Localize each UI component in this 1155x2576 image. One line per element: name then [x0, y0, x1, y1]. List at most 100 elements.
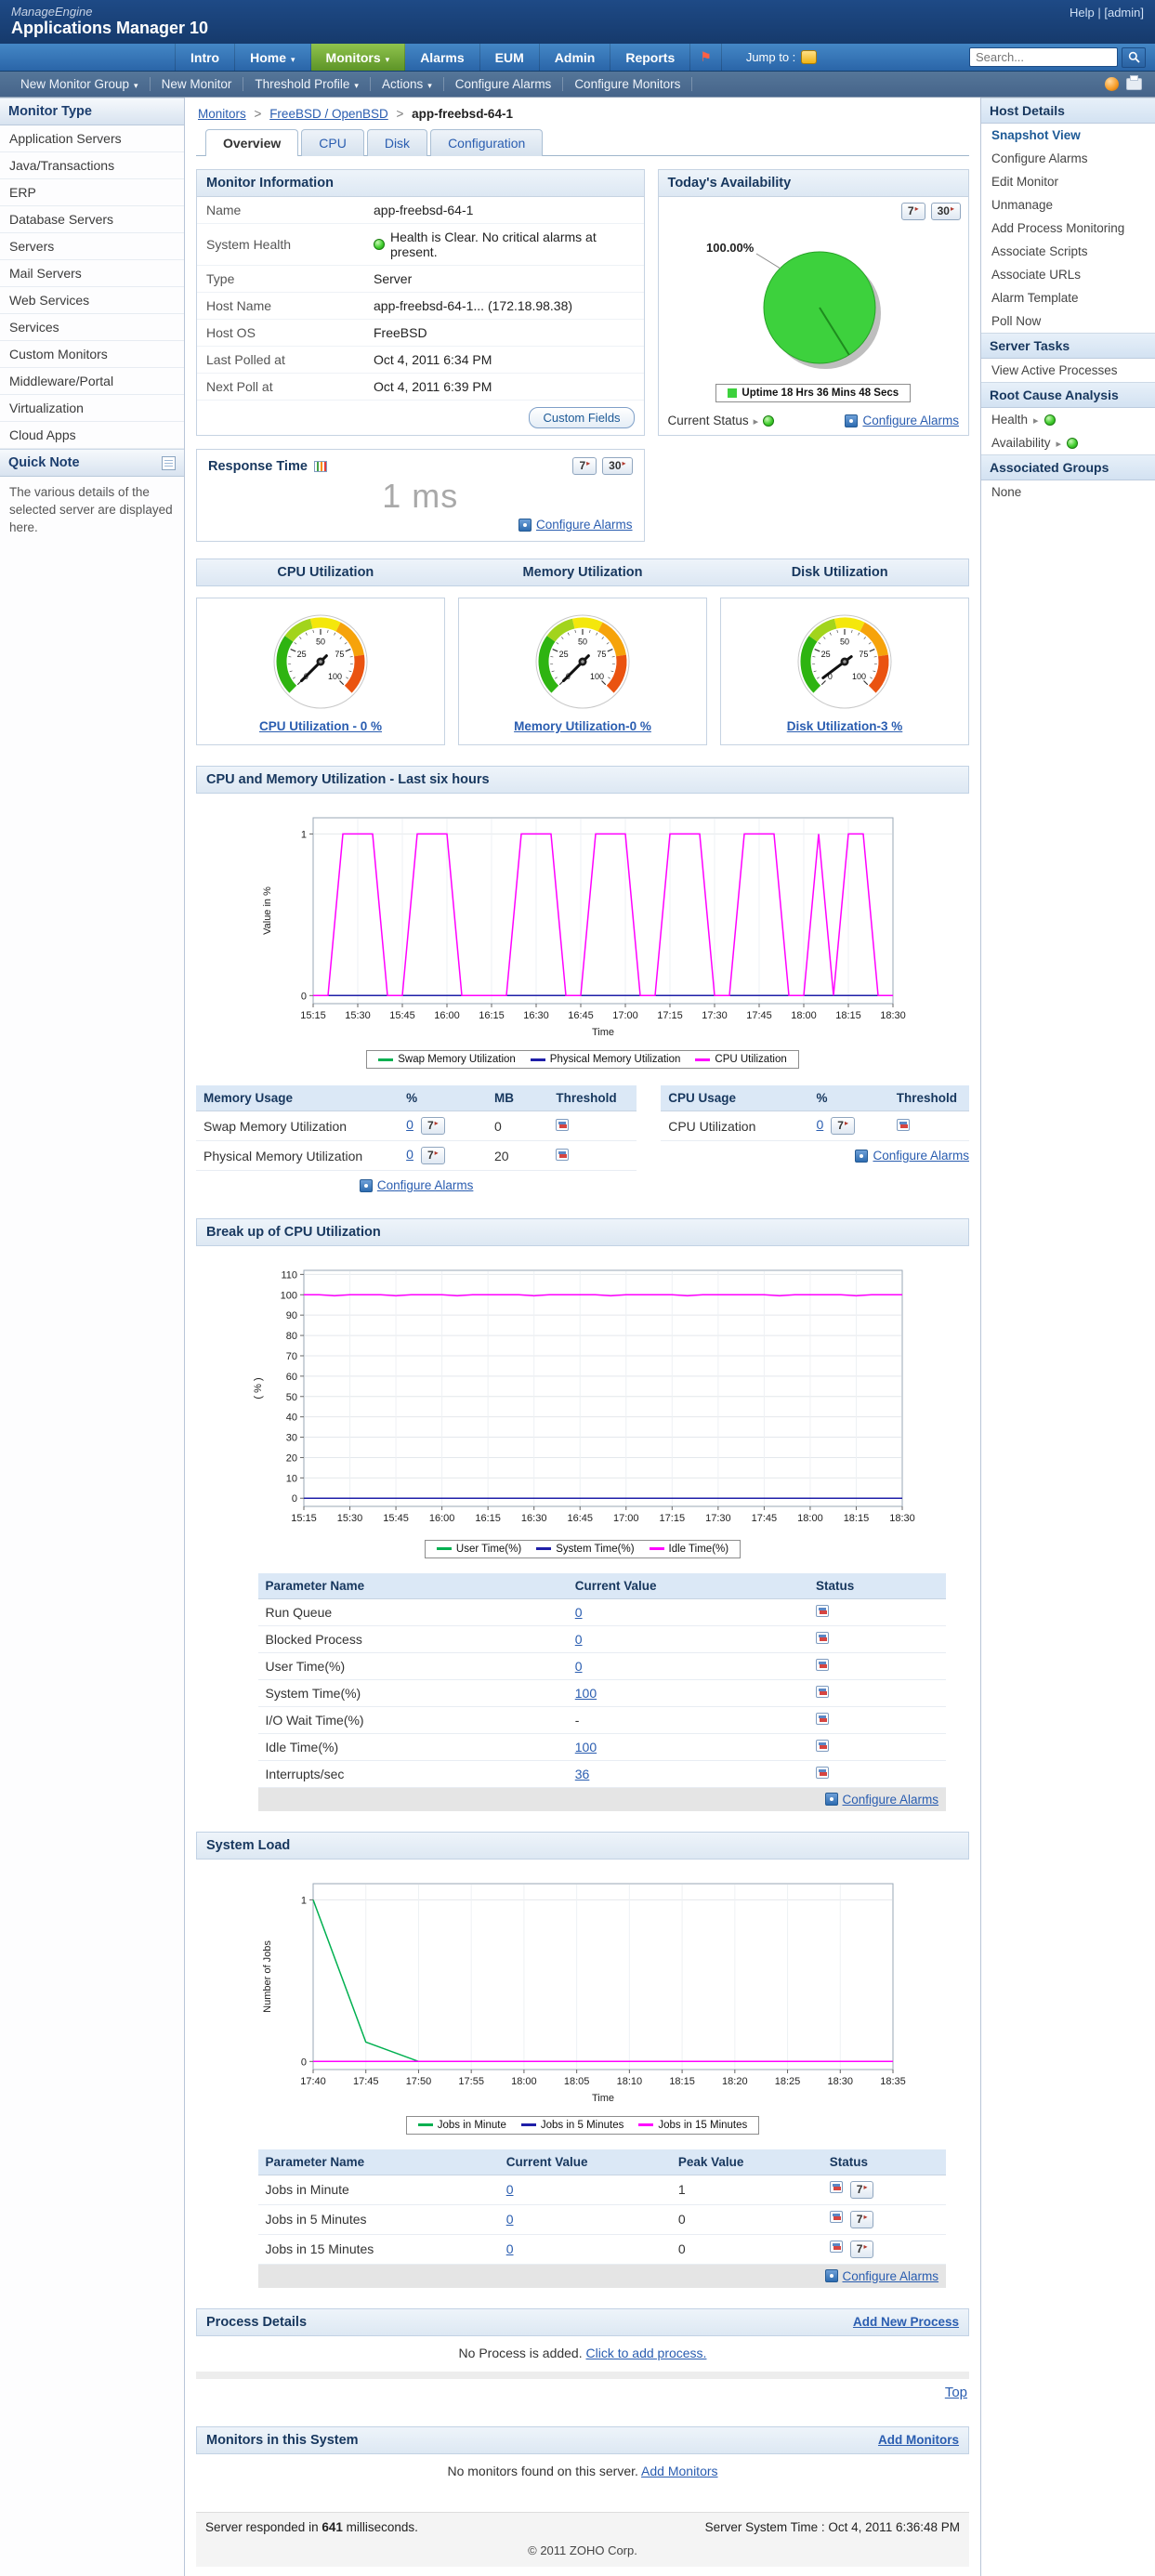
threshold-icon[interactable] — [830, 2181, 843, 2193]
nav-tab-eum[interactable]: EUM — [480, 44, 540, 71]
add-new-process-link[interactable]: Add New Process — [853, 2315, 959, 2329]
jump-to-icon[interactable] — [801, 50, 817, 64]
param-value-link[interactable]: 0 — [575, 1605, 583, 1620]
jobs-value-link[interactable]: 0 — [506, 2182, 514, 2197]
cpu-utilization-link[interactable]: CPU Utilization - 0 % — [259, 719, 382, 733]
tab-overview[interactable]: Overview — [205, 129, 298, 156]
sidebar-item-application-servers[interactable]: Application Servers — [0, 125, 184, 152]
sidebar-item-custom-monitors[interactable]: Custom Monitors — [0, 341, 184, 368]
search-input[interactable] — [969, 47, 1118, 67]
last-7-days-button[interactable]: 7 — [831, 1117, 855, 1135]
sidebar-item-configure-alarms[interactable]: Configure Alarms — [981, 147, 1155, 170]
param-value-link[interactable]: 100 — [575, 1740, 597, 1755]
nav-tab-admin[interactable]: Admin — [540, 44, 611, 71]
jobs-value-link[interactable]: 0 — [506, 2241, 514, 2256]
new-monitor-group-menu[interactable]: New Monitor Group — [9, 77, 151, 91]
help-link[interactable]: Help — [1070, 6, 1095, 20]
sidebar-item-add-process-monitoring[interactable]: Add Process Monitoring — [981, 217, 1155, 240]
cpu-utilization-value-link[interactable]: 0 — [816, 1117, 823, 1132]
threshold-icon[interactable] — [830, 2211, 843, 2223]
nav-tab-reports[interactable]: Reports — [610, 44, 690, 71]
physical-memory-value-link[interactable]: 0 — [406, 1147, 413, 1162]
flag-icon[interactable] — [690, 44, 722, 71]
custom-fields-button[interactable]: Custom Fields — [529, 407, 634, 428]
personalize-icon[interactable] — [1105, 77, 1119, 91]
memory-utilization-link[interactable]: Memory Utilization-0 % — [514, 719, 651, 733]
last-7-days-button[interactable]: 7 — [421, 1147, 445, 1164]
add-monitors-inline-link[interactable]: Add Monitors — [641, 2464, 717, 2478]
sidebar-item-edit-monitor[interactable]: Edit Monitor — [981, 170, 1155, 193]
nav-tab-intro[interactable]: Intro — [175, 44, 235, 71]
breadcrumb-category-link[interactable]: FreeBSD / OpenBSD — [269, 107, 388, 121]
threshold-icon[interactable] — [830, 2241, 843, 2253]
sidebar-item-servers[interactable]: Servers — [0, 233, 184, 260]
threshold-icon[interactable] — [816, 1767, 829, 1779]
threshold-icon[interactable] — [816, 1686, 829, 1698]
sidebar-item-virtualization[interactable]: Virtualization — [0, 395, 184, 422]
configure-monitors-toolbar-button[interactable]: Configure Monitors — [563, 77, 692, 91]
threshold-icon[interactable] — [816, 1659, 829, 1671]
click-to-add-process-link[interactable]: Click to add process. — [586, 2346, 707, 2360]
configure-alarms-link[interactable]: Configure Alarms — [843, 1793, 939, 1807]
top-link[interactable]: Top — [945, 2385, 967, 2400]
threshold-icon[interactable] — [816, 1740, 829, 1752]
tab-disk[interactable]: Disk — [367, 129, 427, 156]
param-value-link[interactable]: 36 — [575, 1767, 590, 1781]
jobs-value-link[interactable]: 0 — [506, 2212, 514, 2227]
print-icon[interactable] — [1126, 78, 1142, 90]
threshold-icon[interactable] — [816, 1713, 829, 1725]
last-7-days-button[interactable]: 7 — [901, 203, 925, 220]
sidebar-item-alarm-template[interactable]: Alarm Template — [981, 286, 1155, 309]
rca-health[interactable]: Health — [981, 408, 1155, 431]
sidebar-item-associate-scripts[interactable]: Associate Scripts — [981, 240, 1155, 263]
actions-menu[interactable]: Actions — [371, 77, 444, 91]
last-30-days-button[interactable]: 30 — [602, 457, 632, 475]
threshold-icon[interactable] — [897, 1119, 910, 1131]
threshold-icon[interactable] — [816, 1632, 829, 1644]
disk-utilization-link[interactable]: Disk Utilization-3 % — [787, 719, 903, 733]
sidebar-item-erp[interactable]: ERP — [0, 179, 184, 206]
configure-alarms-link[interactable]: Configure Alarms — [862, 414, 959, 427]
configure-alarms-toolbar-button[interactable]: Configure Alarms — [444, 77, 564, 91]
sidebar-item-view-active-processes[interactable]: View Active Processes — [981, 359, 1155, 382]
tab-configuration[interactable]: Configuration — [430, 129, 543, 156]
sidebar-item-cloud-apps[interactable]: Cloud Apps — [0, 422, 184, 449]
last-7-days-button[interactable]: 7 — [850, 2241, 874, 2258]
new-monitor-button[interactable]: New Monitor — [151, 77, 244, 91]
search-button[interactable] — [1122, 47, 1146, 68]
graph-icon[interactable] — [314, 461, 327, 472]
sidebar-item-middleware-portal[interactable]: Middleware/Portal — [0, 368, 184, 395]
param-value-link[interactable]: 0 — [575, 1632, 583, 1647]
configure-alarms-link[interactable]: Configure Alarms — [536, 518, 633, 532]
sidebar-item-services[interactable]: Services — [0, 314, 184, 341]
sidebar-item-mail-servers[interactable]: Mail Servers — [0, 260, 184, 287]
sidebar-item-snapshot-view[interactable]: Snapshot View — [981, 124, 1155, 147]
param-value-link[interactable]: 0 — [575, 1659, 583, 1674]
rca-availability[interactable]: Availability — [981, 431, 1155, 454]
tab-cpu[interactable]: CPU — [301, 129, 364, 156]
configure-alarms-link[interactable]: Configure Alarms — [873, 1149, 969, 1163]
admin-link[interactable]: [admin] — [1104, 6, 1144, 20]
threshold-icon[interactable] — [556, 1149, 569, 1161]
breadcrumb-monitors-link[interactable]: Monitors — [198, 107, 246, 121]
last-30-days-button[interactable]: 30 — [931, 203, 961, 220]
threshold-icon[interactable] — [556, 1119, 569, 1131]
sidebar-item-java-transactions[interactable]: Java/Transactions — [0, 152, 184, 179]
sidebar-item-poll-now[interactable]: Poll Now — [981, 309, 1155, 333]
last-7-days-button[interactable]: 7 — [850, 2211, 874, 2228]
sidebar-item-database-servers[interactable]: Database Servers — [0, 206, 184, 233]
swap-memory-value-link[interactable]: 0 — [406, 1117, 413, 1132]
last-7-days-button[interactable]: 7 — [572, 457, 597, 475]
last-7-days-button[interactable]: 7 — [421, 1117, 445, 1135]
threshold-profile-menu[interactable]: Threshold Profile — [243, 77, 371, 91]
sidebar-item-unmanage[interactable]: Unmanage — [981, 193, 1155, 217]
threshold-icon[interactable] — [816, 1605, 829, 1617]
configure-alarms-link[interactable]: Configure Alarms — [377, 1178, 474, 1192]
last-7-days-button[interactable]: 7 — [850, 2181, 874, 2199]
nav-tab-monitors[interactable]: Monitors — [311, 44, 406, 71]
add-monitors-link[interactable]: Add Monitors — [878, 2433, 959, 2447]
nav-tab-home[interactable]: Home — [235, 44, 310, 71]
sidebar-item-web-services[interactable]: Web Services — [0, 287, 184, 314]
param-value-link[interactable]: 100 — [575, 1686, 597, 1701]
nav-tab-alarms[interactable]: Alarms — [405, 44, 479, 71]
